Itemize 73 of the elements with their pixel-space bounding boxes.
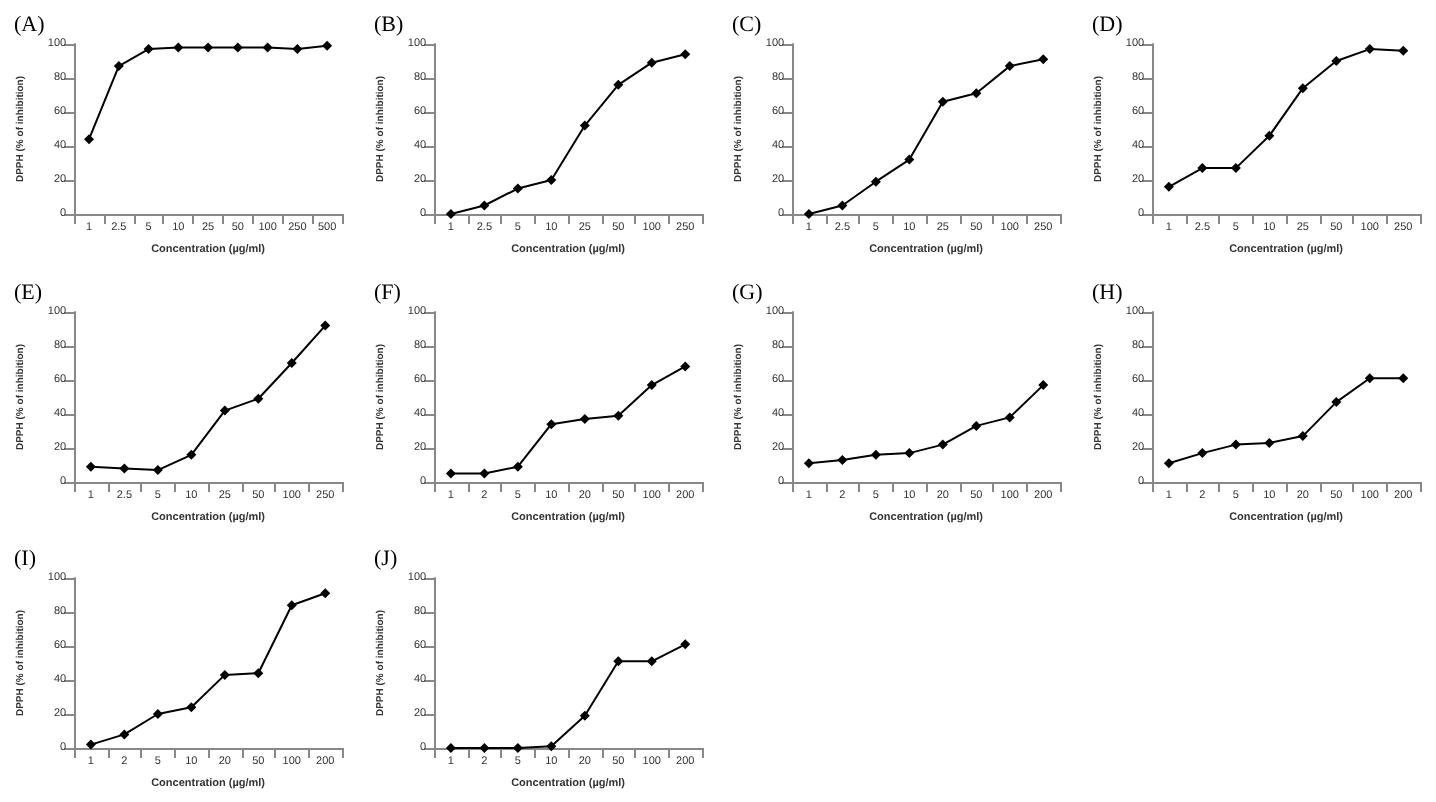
point — [1397, 372, 1408, 383]
chart-title: (J) — [373, 547, 397, 571]
point — [173, 42, 184, 53]
point — [286, 600, 297, 611]
chart-title: (H) — [1091, 280, 1123, 304]
point — [113, 61, 124, 72]
chart-title: (I) — [14, 547, 37, 571]
point — [253, 668, 264, 679]
point — [292, 44, 303, 55]
point — [870, 448, 881, 459]
point — [545, 741, 556, 752]
chart-title: (D) — [1091, 13, 1123, 37]
point — [84, 134, 95, 145]
point — [612, 409, 623, 420]
point — [645, 57, 656, 68]
point — [937, 96, 948, 107]
point — [186, 448, 197, 459]
point — [679, 360, 690, 371]
point — [837, 200, 848, 211]
point — [1397, 45, 1408, 56]
point — [478, 200, 489, 211]
point — [219, 669, 230, 680]
point — [1363, 44, 1374, 55]
point — [85, 460, 96, 471]
point — [679, 49, 690, 60]
point — [203, 42, 214, 53]
point — [1330, 396, 1341, 407]
point — [262, 42, 273, 53]
point — [545, 175, 556, 185]
point — [971, 88, 982, 99]
point — [232, 42, 243, 53]
point — [119, 462, 130, 473]
point — [1296, 83, 1307, 94]
point — [1038, 54, 1049, 65]
point — [85, 739, 96, 750]
point — [119, 729, 130, 740]
chart-title: (F) — [373, 280, 401, 304]
point — [870, 176, 881, 187]
point — [679, 639, 690, 650]
point — [612, 656, 623, 667]
point — [1004, 61, 1015, 72]
point — [143, 44, 154, 55]
point — [1196, 163, 1207, 174]
point — [322, 40, 333, 51]
point — [186, 702, 197, 713]
point — [1263, 130, 1274, 141]
point — [1004, 411, 1015, 422]
point — [803, 209, 814, 219]
point — [545, 418, 556, 429]
chart-title: (E) — [14, 280, 43, 304]
point — [904, 447, 915, 458]
point — [1363, 372, 1374, 383]
chart-title: (C) — [732, 13, 762, 37]
point — [803, 457, 814, 468]
chart-title: (A) — [14, 13, 46, 37]
point — [320, 319, 331, 330]
point — [219, 404, 230, 415]
point — [152, 464, 163, 475]
point — [578, 710, 589, 721]
point — [152, 709, 163, 719]
point — [1330, 56, 1341, 66]
point — [937, 438, 948, 449]
point — [253, 392, 264, 403]
point — [612, 79, 623, 90]
point — [1038, 379, 1049, 390]
point — [904, 154, 915, 165]
point — [645, 379, 656, 390]
point — [1196, 447, 1207, 458]
point — [286, 357, 297, 367]
point — [320, 588, 331, 599]
point — [578, 120, 589, 131]
chart-title: (G) — [732, 280, 764, 304]
chart-title: (B) — [373, 13, 403, 37]
